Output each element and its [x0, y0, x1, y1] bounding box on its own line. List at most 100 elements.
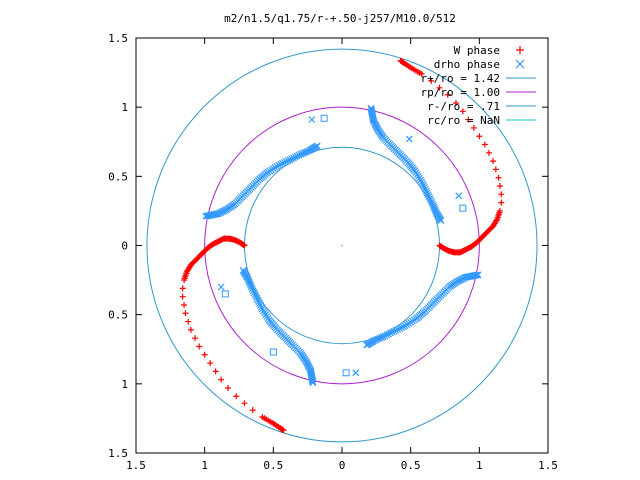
drho-phase-point [423, 189, 431, 197]
w-phase-point-b [182, 310, 189, 317]
drho-phase-point [256, 300, 264, 308]
drho-phase-point [367, 104, 375, 112]
w-phase-point [470, 124, 477, 131]
drho-phase-point [280, 159, 288, 166]
drho-phase-point [309, 376, 316, 384]
w-phase-point [493, 217, 500, 224]
w-phase-point-b [201, 351, 208, 358]
drho-phase-point [429, 200, 437, 208]
drho-phase-point [405, 135, 413, 143]
w-phase-point [496, 207, 503, 214]
legend-label: rc/ro = NaN [427, 114, 500, 127]
drho-phase-point [392, 326, 400, 334]
drho-phase-point [247, 283, 255, 291]
w-phase-point [397, 57, 404, 64]
drho-phase-point [419, 180, 426, 188]
w-phase-point-b [249, 407, 256, 414]
drho-phase-point [253, 294, 261, 302]
w-phase-point [428, 77, 435, 84]
drho-phase-point [293, 152, 301, 160]
drho-phase-point [429, 202, 437, 210]
w-phase-point [495, 174, 502, 181]
chart-title: m2/n1.5/q1.75/r-+.50-j257/M10.0/512 [224, 12, 456, 25]
drho-phase-point [396, 325, 404, 332]
x-tick-label: 0.5 [263, 459, 283, 472]
y-tick-label: 1.5 [108, 447, 128, 460]
drho-phase-point [424, 191, 432, 199]
drho-phase-point [388, 328, 396, 336]
drho-phase-point [255, 298, 263, 306]
drho-phase-point [455, 192, 463, 200]
w-phase-point-b [192, 335, 199, 342]
drho-phase-point [291, 153, 299, 161]
legend-label: rp/ro = 1.00 [421, 86, 500, 99]
w-phase-point [492, 166, 499, 173]
drho-phase-point [282, 158, 290, 166]
drho-phase-point [279, 159, 286, 167]
w-phase-point [498, 199, 505, 206]
drho-phase-point [422, 187, 430, 195]
x-tick-label: 1.5 [126, 459, 146, 472]
x-tick-label: 1.5 [538, 459, 558, 472]
drho-phase-point [385, 330, 393, 338]
drho-phase-point [203, 212, 211, 220]
w-phase-point [452, 100, 459, 107]
drho-phase-point [399, 323, 407, 331]
center-dot [341, 244, 343, 247]
w-phase-point [459, 108, 466, 115]
drho-phase-point [383, 331, 391, 339]
drho-phase-point [420, 182, 427, 189]
drho-phase-point [204, 212, 212, 220]
drho-phase-point [284, 157, 292, 165]
drho-phase-box-point [221, 290, 229, 298]
drho-phase-point [367, 106, 375, 113]
drho-phase-point [252, 292, 260, 300]
x-tick-label: 1 [476, 459, 483, 472]
w-phase-point-b [196, 343, 203, 350]
w-phase-point-b [179, 285, 186, 292]
drho-phase-point [379, 333, 387, 341]
drho-phase-point [426, 195, 434, 202]
w-phase-point [444, 91, 451, 98]
drho-phase-point [390, 327, 398, 335]
drho-phase-point [297, 150, 305, 158]
drho-phase-point [427, 196, 435, 204]
drho-phase-point [298, 150, 306, 157]
drho-phase-point [288, 155, 296, 163]
drho-phase-box-point [342, 369, 350, 377]
drho-phase-point [425, 193, 433, 201]
drho-phase-point [254, 296, 262, 304]
w-phase-point-b [185, 318, 192, 325]
drho-phase-point [368, 107, 375, 115]
legend-label: drho phase [434, 58, 500, 71]
drho-phase-point [257, 302, 264, 309]
drho-phase-point [378, 334, 386, 341]
w-phase-point-b [233, 393, 240, 400]
data-series [179, 57, 505, 434]
w-phase-point [476, 133, 483, 140]
drho-phase-point [472, 271, 480, 279]
x-tick-label: 0 [339, 459, 346, 472]
drho-phase-point [387, 329, 394, 337]
drho-phase-point [286, 156, 294, 164]
x-tick-label: 0.5 [401, 459, 421, 472]
drho-phase-box-point [459, 204, 467, 212]
drho-phase-point [473, 271, 481, 279]
drho-phase-point [277, 160, 285, 168]
drho-phase-point [309, 379, 317, 387]
legend-label: W phase [454, 44, 500, 57]
x-tick-label: 1 [201, 459, 208, 472]
w-phase-point-b [241, 400, 248, 407]
w-phase-point [496, 183, 503, 190]
w-phase-point-b [218, 376, 225, 383]
w-phase-point-b [184, 267, 191, 274]
drho-phase-point [202, 212, 210, 220]
w-phase-point-b [212, 368, 219, 375]
w-phase-point-b [181, 301, 188, 308]
drho-phase-point [258, 303, 265, 311]
y-tick-label: 1 [121, 378, 128, 391]
y-tick-label: 0.5 [108, 170, 128, 183]
w-phase-point-b [280, 427, 287, 434]
